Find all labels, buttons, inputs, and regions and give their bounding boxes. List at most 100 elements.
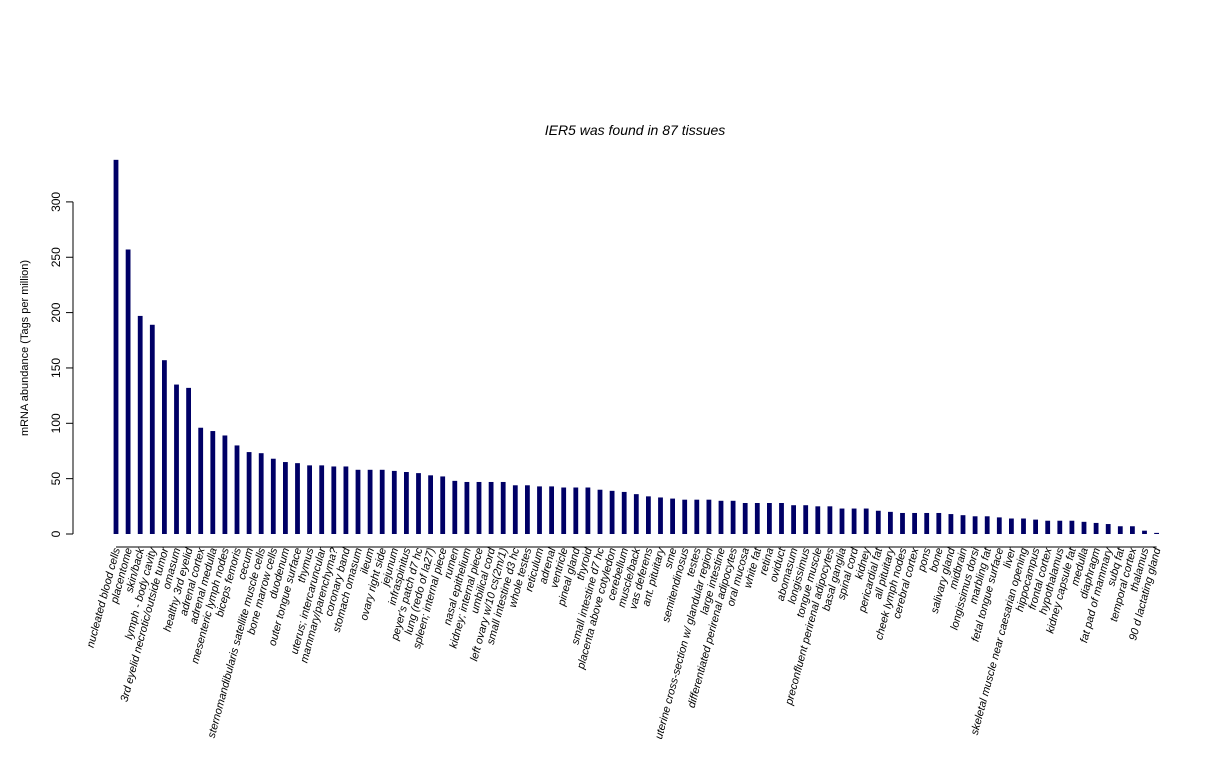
bar	[258, 453, 264, 534]
bar	[198, 427, 204, 534]
bar	[125, 249, 131, 534]
bar	[295, 463, 300, 534]
y-tick-label: 150	[49, 358, 63, 378]
chart-title: IER5 was found in 87 tissues	[545, 122, 726, 138]
bar	[246, 452, 252, 534]
bar	[609, 490, 615, 534]
bar	[1033, 519, 1038, 534]
bar	[525, 485, 530, 534]
y-tick-label: 300	[49, 192, 63, 212]
bar	[924, 512, 930, 534]
bar	[355, 469, 361, 534]
y-tick-label: 50	[49, 472, 63, 486]
y-tick-label: 200	[49, 302, 63, 322]
bar	[222, 435, 228, 534]
bar	[730, 500, 736, 534]
bar	[682, 499, 688, 534]
bars	[113, 159, 1159, 534]
bar	[174, 384, 179, 534]
bar	[149, 324, 155, 534]
x-tick-label: sme	[663, 547, 680, 570]
bar	[452, 480, 458, 534]
y-tick-label: 100	[49, 413, 63, 433]
bar	[875, 510, 881, 534]
bar	[912, 512, 917, 534]
bar	[500, 481, 506, 534]
x-tick-label: liver	[1001, 545, 1018, 569]
bar	[210, 431, 216, 534]
bar	[1142, 530, 1147, 534]
bar	[646, 496, 651, 534]
x-tick-labels: nucleated blood cellsplacentomeskin/back…	[85, 545, 1164, 740]
bar	[319, 465, 325, 534]
bar	[162, 360, 167, 534]
bar	[549, 486, 554, 534]
bar	[621, 491, 627, 534]
bar	[283, 462, 288, 534]
bar	[839, 508, 845, 534]
bar	[270, 458, 276, 534]
bar	[1105, 524, 1111, 534]
bar	[851, 508, 857, 534]
y-axis-label: mRNA abundance (Tags per million)	[19, 260, 31, 436]
bar	[512, 485, 518, 534]
bar	[633, 494, 639, 534]
bar	[948, 514, 954, 534]
bar	[754, 503, 760, 534]
bar	[234, 445, 240, 534]
bar	[1130, 526, 1135, 534]
bar	[416, 473, 421, 534]
bar	[428, 475, 433, 534]
bar	[1117, 526, 1123, 534]
bar	[996, 517, 1002, 534]
bar	[791, 505, 796, 534]
bar	[476, 481, 482, 534]
bar	[488, 481, 494, 534]
bar	[1057, 520, 1063, 534]
bar	[718, 500, 724, 534]
bar	[113, 159, 119, 534]
bar	[972, 516, 978, 534]
bar	[464, 481, 470, 534]
bar	[573, 487, 579, 534]
bar	[779, 503, 784, 534]
bar	[670, 498, 675, 534]
bar	[561, 487, 567, 534]
bar	[137, 315, 143, 534]
bar	[803, 505, 809, 534]
bar	[186, 387, 191, 534]
bar	[343, 466, 349, 534]
bar	[888, 511, 893, 534]
y-tick-label: 0	[49, 530, 63, 537]
bar	[367, 469, 373, 534]
bar	[863, 508, 869, 534]
bar	[1021, 518, 1026, 534]
bar	[984, 516, 990, 534]
bar	[1045, 520, 1051, 534]
bar	[658, 497, 663, 534]
bar	[585, 487, 591, 534]
bar	[307, 465, 312, 534]
bar	[1081, 521, 1087, 534]
bar	[440, 476, 446, 534]
y-tick-label: 250	[49, 247, 63, 267]
bar	[404, 472, 409, 534]
bar	[597, 489, 603, 534]
bar	[391, 470, 397, 534]
bar	[694, 499, 700, 534]
bar	[767, 503, 772, 534]
bar	[379, 469, 385, 534]
bar	[960, 515, 966, 534]
bar	[1093, 522, 1099, 534]
bar	[1069, 520, 1075, 534]
bar	[1009, 518, 1014, 534]
bar	[331, 466, 337, 534]
bar	[742, 503, 748, 534]
bar	[827, 506, 833, 534]
y-axis: 0 50 100 150 200 250 300	[49, 192, 74, 537]
bar	[1154, 532, 1159, 534]
bar	[537, 486, 542, 534]
bar	[815, 506, 821, 534]
